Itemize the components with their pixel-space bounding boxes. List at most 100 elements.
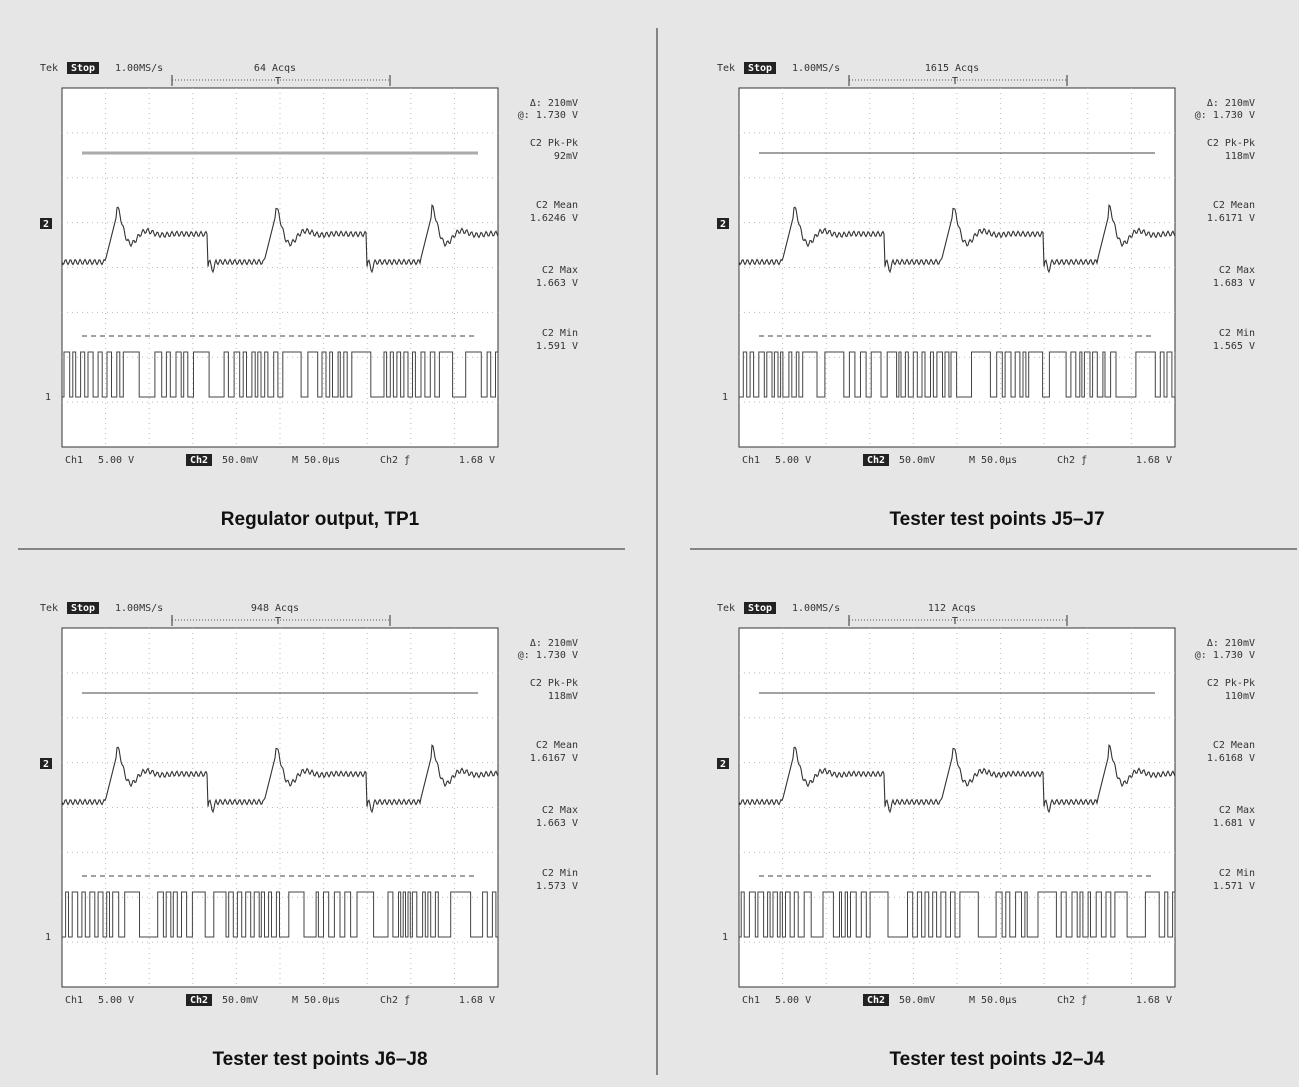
trigger-source: Ch2 ƒ — [1057, 455, 1087, 466]
brand: Tek — [40, 603, 58, 614]
trigger-source: Ch2 ƒ — [380, 995, 410, 1006]
measurement-value: 1.6171 V — [1207, 213, 1255, 224]
measurement-value: 1.663 V — [536, 278, 578, 289]
ch2-scale: 50.0mV — [899, 995, 935, 1006]
state: Stop — [748, 63, 772, 74]
ch2-marker: 2 — [720, 759, 726, 770]
cursor-at: @: 1.730 V — [518, 650, 578, 661]
measurement-label: C2 Mean — [536, 740, 578, 751]
sample-rate: 1.00MS/s — [115, 603, 163, 614]
caption: Tester test points J5–J7 — [889, 509, 1104, 530]
ch1-label: Ch1 — [65, 455, 83, 466]
measurement-label: C2 Pk-Pk — [530, 678, 578, 689]
ch1-label: Ch1 — [65, 995, 83, 1006]
ch1-marker: 1 — [722, 392, 728, 403]
measurement-label: C2 Max — [542, 805, 578, 816]
measurement-value: 1.565 V — [1213, 341, 1255, 352]
measurement-label: C2 Max — [542, 265, 578, 276]
measurement-label: C2 Pk-Pk — [1207, 678, 1255, 689]
measurement-value: 118mV — [548, 691, 578, 702]
ch2-scale: 50.0mV — [899, 455, 935, 466]
timebase: M 50.0µs — [292, 455, 340, 466]
cursor-at: @: 1.730 V — [518, 110, 578, 121]
measurement-label: C2 Mean — [536, 200, 578, 211]
measurement-label: C2 Mean — [1213, 740, 1255, 751]
acquisitions: 112 Acqs — [928, 603, 976, 614]
measurement-value: 1.571 V — [1213, 881, 1255, 892]
measurement-label: C2 Max — [1219, 265, 1255, 276]
measurement-label: C2 Mean — [1213, 200, 1255, 211]
timebase: M 50.0µs — [969, 995, 1017, 1006]
cursor-delta: Δ: 210mV — [530, 638, 578, 649]
ch1-label: Ch1 — [742, 995, 760, 1006]
trigger-level: 1.68 V — [459, 455, 495, 466]
measurement-value: 1.573 V — [536, 881, 578, 892]
cursor-delta: Δ: 210mV — [1207, 638, 1255, 649]
cursor-delta: Δ: 210mV — [1207, 98, 1255, 109]
timebase: M 50.0µs — [292, 995, 340, 1006]
measurement-label: C2 Pk-Pk — [1207, 138, 1255, 149]
measurement-value: 110mV — [1225, 691, 1255, 702]
trigger-level: 1.68 V — [459, 995, 495, 1006]
acquisitions: 64 Acqs — [254, 63, 296, 74]
measurement-value: 1.6246 V — [530, 213, 578, 224]
state: Stop — [748, 603, 772, 614]
ch2-marker: 2 — [720, 219, 726, 230]
measurement-label: C2 Max — [1219, 805, 1255, 816]
caption: Tester test points J2–J4 — [889, 1049, 1105, 1070]
trigger-source: Ch2 ƒ — [1057, 995, 1087, 1006]
trigger-marker: T — [275, 616, 281, 627]
caption: Regulator output, TP1 — [221, 509, 420, 530]
measurement-label: C2 Min — [1219, 868, 1255, 879]
trigger-source: Ch2 ƒ — [380, 455, 410, 466]
caption: Tester test points J6–J8 — [212, 1049, 427, 1070]
measurement-label: C2 Min — [542, 328, 578, 339]
ch1-label: Ch1 — [742, 455, 760, 466]
state: Stop — [71, 603, 95, 614]
ch2-scale: 50.0mV — [222, 455, 258, 466]
trigger-level: 1.68 V — [1136, 455, 1172, 466]
ch1-scale: 5.00 V — [775, 995, 811, 1006]
cursor-delta: Δ: 210mV — [530, 98, 578, 109]
brand: Tek — [717, 63, 735, 74]
ch1-scale: 5.00 V — [98, 995, 134, 1006]
timebase: M 50.0µs — [969, 455, 1017, 466]
ch1-marker: 1 — [722, 932, 728, 943]
measurement-label: C2 Min — [1219, 328, 1255, 339]
ch2-label: Ch2 — [867, 455, 885, 466]
ch1-scale: 5.00 V — [775, 455, 811, 466]
ch2-scale: 50.0mV — [222, 995, 258, 1006]
measurement-value: 1.681 V — [1213, 818, 1255, 829]
measurement-label: C2 Pk-Pk — [530, 138, 578, 149]
trigger-marker: T — [952, 76, 958, 87]
ch1-marker: 1 — [45, 392, 51, 403]
ch1-scale: 5.00 V — [98, 455, 134, 466]
measurement-value: 1.683 V — [1213, 278, 1255, 289]
measurement-value: 118mV — [1225, 151, 1255, 162]
cursor-at: @: 1.730 V — [1195, 110, 1255, 121]
ch1-marker: 1 — [45, 932, 51, 943]
brand: Tek — [40, 63, 58, 74]
ch2-label: Ch2 — [190, 995, 208, 1006]
sample-rate: 1.00MS/s — [792, 63, 840, 74]
ch2-label: Ch2 — [867, 995, 885, 1006]
sample-rate: 1.00MS/s — [115, 63, 163, 74]
measurement-label: C2 Min — [542, 868, 578, 879]
ch2-marker: 2 — [43, 759, 49, 770]
measurement-value: 1.591 V — [536, 341, 578, 352]
measurement-value: 1.6168 V — [1207, 753, 1255, 764]
measurement-value: 1.663 V — [536, 818, 578, 829]
figure: TekStop1.00MS/s64 AcqsT21Δ: 210mV@: 1.73… — [0, 0, 1299, 1087]
trigger-marker: T — [952, 616, 958, 627]
ch2-label: Ch2 — [190, 455, 208, 466]
ch2-marker: 2 — [43, 219, 49, 230]
page: TekStop1.00MS/s64 AcqsT21Δ: 210mV@: 1.73… — [0, 0, 1299, 1087]
sample-rate: 1.00MS/s — [792, 603, 840, 614]
trigger-marker: T — [275, 76, 281, 87]
cursor-at: @: 1.730 V — [1195, 650, 1255, 661]
measurement-value: 92mV — [554, 151, 578, 162]
measurement-value: 1.6167 V — [530, 753, 578, 764]
